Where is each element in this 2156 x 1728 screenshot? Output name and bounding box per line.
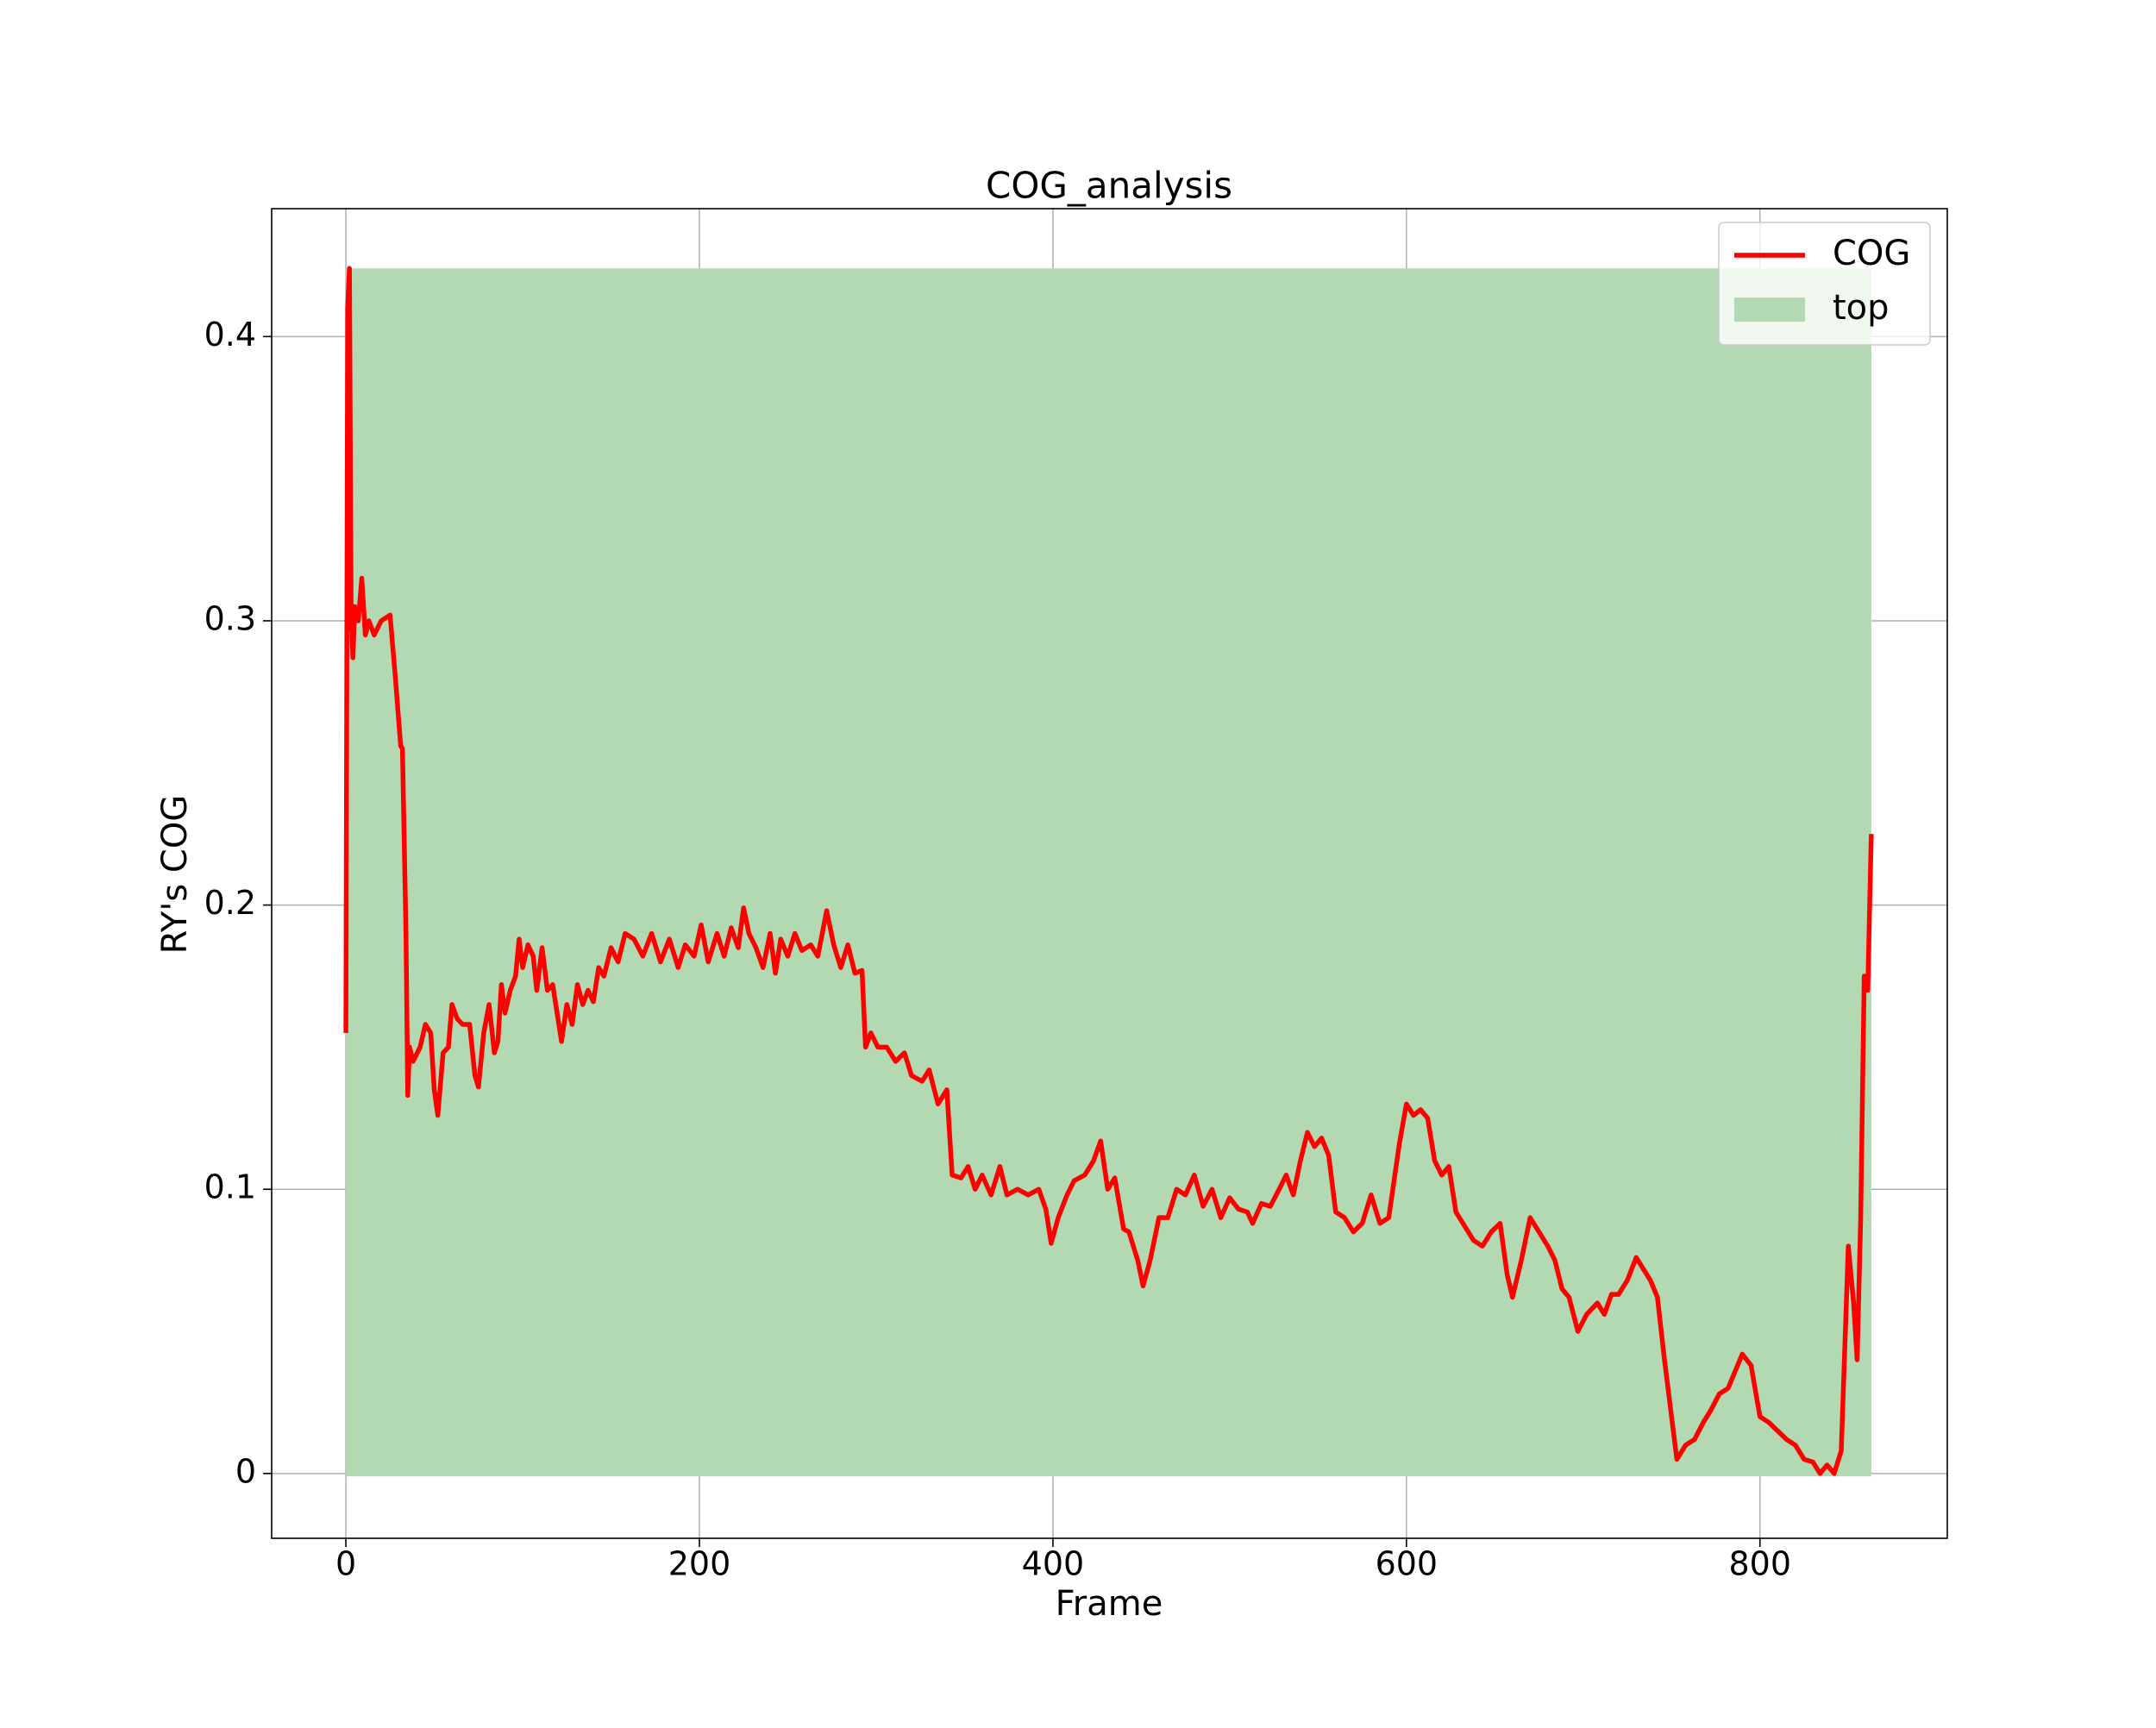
plot-frame	[271, 208, 1948, 1539]
legend-label: COG	[1833, 234, 1910, 273]
line	[343, 266, 1874, 1476]
y-tick-label: 0.4	[204, 316, 256, 354]
y-tick-label: 0.2	[204, 884, 256, 922]
chart-title: COG_analysis	[986, 165, 1232, 207]
legend-label: top	[1833, 288, 1890, 328]
y-tick-label: 0.1	[204, 1168, 256, 1206]
x-tick-label: 800	[1728, 1545, 1791, 1583]
y-tick-label: 0	[235, 1452, 256, 1490]
x-tick-label: 400	[1022, 1545, 1085, 1583]
area	[346, 268, 1871, 1477]
x-tick-label: 600	[1376, 1545, 1438, 1583]
x-axis-label: Frame	[1056, 1584, 1163, 1624]
x-tick-label: 200	[668, 1545, 731, 1583]
x-tick-label: 0	[335, 1545, 356, 1583]
y-tick-label: 0.3	[204, 599, 256, 637]
legend-swatch	[1734, 297, 1805, 322]
y-axis-label: RY's COG	[155, 795, 195, 955]
